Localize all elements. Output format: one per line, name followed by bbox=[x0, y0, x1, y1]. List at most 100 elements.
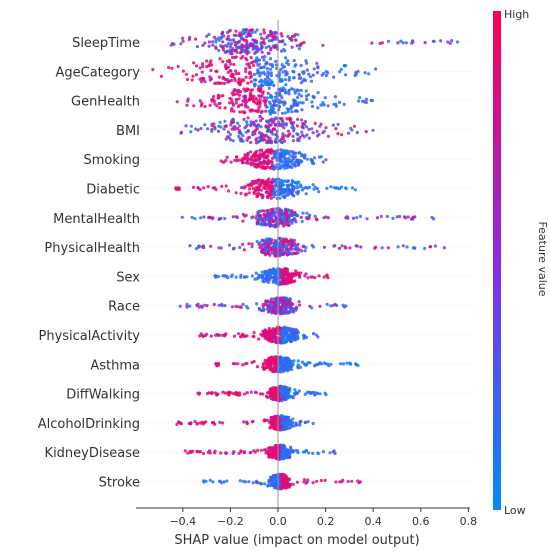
shap-point bbox=[306, 93, 310, 97]
shap-point bbox=[180, 215, 184, 219]
shap-point bbox=[241, 99, 245, 103]
shap-point bbox=[269, 165, 273, 169]
shap-point bbox=[235, 155, 239, 159]
shap-point bbox=[261, 274, 265, 278]
shap-point bbox=[271, 224, 275, 228]
shap-point bbox=[267, 86, 271, 90]
shap-point bbox=[208, 75, 212, 79]
shap-point bbox=[258, 209, 262, 213]
shap-point bbox=[281, 224, 286, 228]
shap-point bbox=[260, 83, 264, 87]
shap-point bbox=[246, 105, 250, 109]
shap-point bbox=[286, 108, 290, 112]
shap-point bbox=[286, 368, 290, 372]
shap-point bbox=[294, 269, 298, 273]
shap-point bbox=[171, 41, 175, 46]
shap-point bbox=[399, 39, 403, 43]
shap-point bbox=[224, 137, 228, 141]
shap-point bbox=[256, 164, 260, 168]
shap-point bbox=[284, 83, 288, 87]
shap-point bbox=[195, 422, 199, 426]
shap-point bbox=[279, 389, 283, 393]
shap-point bbox=[310, 243, 314, 247]
shap-point bbox=[201, 64, 205, 69]
shap-point bbox=[250, 88, 255, 92]
shap-point bbox=[209, 68, 213, 73]
feature-label: Race bbox=[108, 300, 140, 315]
shap-point bbox=[279, 414, 284, 418]
shap-point bbox=[279, 152, 283, 156]
shap-point bbox=[283, 134, 287, 138]
shap-point bbox=[244, 193, 248, 197]
shap-point bbox=[291, 449, 295, 453]
shap-point bbox=[238, 110, 242, 114]
shap-point bbox=[225, 155, 229, 159]
shap-point bbox=[221, 40, 225, 44]
shap-point bbox=[266, 91, 270, 95]
shap-point bbox=[232, 33, 236, 37]
shap-point bbox=[250, 216, 254, 220]
shap-point bbox=[286, 62, 291, 66]
shap-point bbox=[260, 94, 264, 98]
shap-point bbox=[252, 94, 256, 98]
shap-point bbox=[234, 55, 238, 59]
shap-point bbox=[245, 334, 249, 338]
shap-point bbox=[200, 70, 204, 74]
shap-point bbox=[317, 362, 321, 366]
shap-point bbox=[285, 267, 290, 271]
shap-point bbox=[299, 81, 303, 85]
shap-point bbox=[249, 122, 253, 127]
colorbar bbox=[493, 11, 501, 510]
shap-point bbox=[211, 43, 215, 47]
shap-point bbox=[274, 281, 278, 285]
shap-point bbox=[265, 277, 269, 281]
shap-point bbox=[200, 76, 204, 80]
shap-point bbox=[217, 96, 221, 100]
shap-point bbox=[258, 152, 262, 156]
shap-point bbox=[286, 223, 290, 227]
shap-point bbox=[239, 305, 243, 309]
shap-point bbox=[279, 40, 283, 44]
shap-point bbox=[301, 187, 305, 191]
shap-point bbox=[428, 245, 432, 249]
shap-point bbox=[291, 188, 295, 192]
shap-point bbox=[210, 217, 214, 221]
shap-point bbox=[322, 129, 326, 133]
shap-point bbox=[224, 50, 228, 54]
shap-point bbox=[346, 479, 350, 483]
shap-point bbox=[234, 275, 238, 279]
shap-point bbox=[363, 71, 367, 75]
shap-point bbox=[280, 183, 284, 187]
shap-point bbox=[205, 59, 209, 63]
shap-point bbox=[300, 154, 304, 158]
shap-point bbox=[226, 34, 230, 38]
shap-point bbox=[229, 69, 233, 73]
shap-point bbox=[268, 268, 272, 272]
shap-point bbox=[259, 448, 263, 452]
shap-point bbox=[279, 68, 283, 72]
shap-point bbox=[229, 123, 233, 127]
shap-point bbox=[325, 274, 329, 278]
shap-point bbox=[282, 481, 286, 485]
shap-point bbox=[251, 419, 255, 424]
shap-point bbox=[296, 117, 300, 121]
shap-point bbox=[285, 485, 289, 489]
shap-point bbox=[311, 73, 315, 77]
shap-point bbox=[232, 109, 236, 113]
shap-point bbox=[250, 155, 254, 159]
shap-point bbox=[280, 282, 284, 286]
shap-point bbox=[307, 127, 311, 131]
shap-point bbox=[395, 215, 399, 219]
shap-point bbox=[251, 334, 255, 339]
shap-point bbox=[273, 45, 277, 50]
shap-point bbox=[285, 363, 289, 367]
shap-point bbox=[251, 60, 255, 64]
shap-point bbox=[195, 64, 199, 68]
shap-point bbox=[244, 67, 248, 71]
shap-point bbox=[305, 216, 309, 220]
shap-point bbox=[285, 212, 289, 216]
shap-point bbox=[270, 184, 275, 188]
shap-point bbox=[285, 117, 289, 121]
shap-point bbox=[358, 480, 362, 484]
